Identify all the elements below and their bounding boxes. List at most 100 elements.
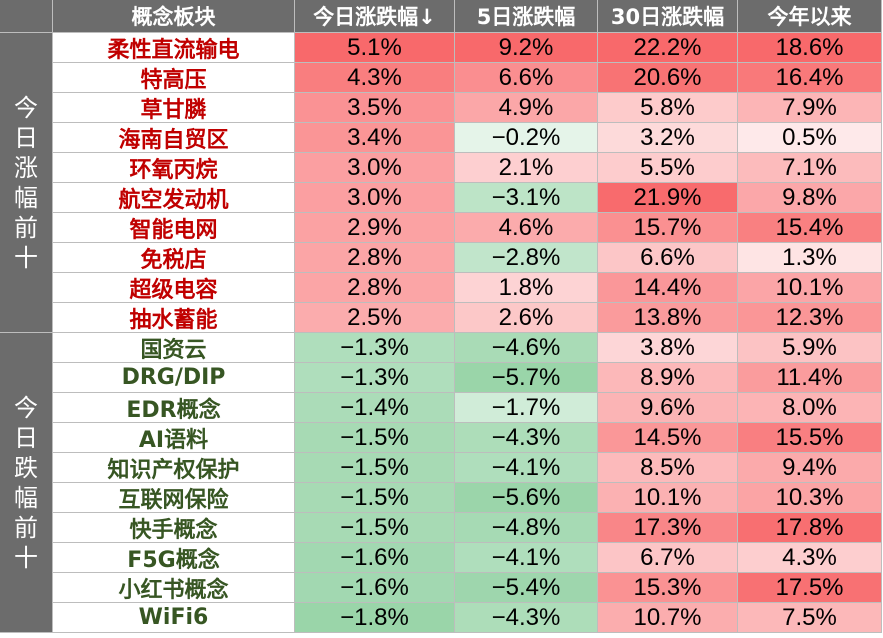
sector-name: 国资云 (53, 333, 295, 363)
value-cell: 3.0% (295, 183, 455, 213)
sector-name: 互联网保险 (53, 483, 295, 513)
value-cell: 10.7% (598, 603, 738, 633)
sector-name: DRG/DIP (53, 363, 295, 393)
value-cell: 7.1% (738, 153, 882, 183)
value-cell: 22.2% (598, 33, 738, 63)
value-cell: 4.3% (738, 543, 882, 573)
value-cell: 13.8% (598, 303, 738, 333)
value-cell: −3.1% (455, 183, 598, 213)
value-cell: −2.8% (455, 243, 598, 273)
value-cell: −1.8% (295, 603, 455, 633)
value-cell: 3.8% (598, 333, 738, 363)
value-cell: 14.4% (598, 273, 738, 303)
value-cell: 3.0% (295, 153, 455, 183)
sector-name: 草甘膦 (53, 93, 295, 123)
group-label: 今日涨幅前十 (0, 33, 53, 333)
value-cell: −4.6% (455, 333, 598, 363)
value-cell: −4.3% (455, 423, 598, 453)
value-cell: 9.2% (455, 33, 598, 63)
sector-name: WiFi6 (53, 603, 295, 633)
value-cell: 0.5% (738, 123, 882, 153)
column-header: 概念板块 (53, 0, 295, 33)
value-cell: −4.1% (455, 453, 598, 483)
sector-name: AI语料 (53, 423, 295, 453)
sector-name: 海南自贸区 (53, 123, 295, 153)
value-cell: 20.6% (598, 63, 738, 93)
value-cell: 3.2% (598, 123, 738, 153)
value-cell: 6.6% (598, 243, 738, 273)
value-cell: 1.3% (738, 243, 882, 273)
column-header: 30日涨跌幅 (598, 0, 738, 33)
value-cell: 10.1% (738, 273, 882, 303)
sector-name: 柔性直流输电 (53, 33, 295, 63)
value-cell: 2.8% (295, 243, 455, 273)
value-cell: −1.3% (295, 333, 455, 363)
sector-name: 小红书概念 (53, 573, 295, 603)
value-cell: 11.4% (738, 363, 882, 393)
sector-name: 快手概念 (53, 513, 295, 543)
sector-name: 智能电网 (53, 213, 295, 243)
column-header: 5日涨跌幅 (455, 0, 598, 33)
sector-name: 抽水蓄能 (53, 303, 295, 333)
value-cell: −4.8% (455, 513, 598, 543)
value-cell: −5.7% (455, 363, 598, 393)
value-cell: 9.4% (738, 453, 882, 483)
value-cell: 15.4% (738, 213, 882, 243)
column-header: 今日涨跌幅↓ (295, 0, 455, 33)
value-cell: −1.6% (295, 573, 455, 603)
sector-name: 免税店 (53, 243, 295, 273)
value-cell: 5.8% (598, 93, 738, 123)
value-cell: 15.3% (598, 573, 738, 603)
value-cell: 18.6% (738, 33, 882, 63)
value-cell: 8.5% (598, 453, 738, 483)
value-cell: 5.9% (738, 333, 882, 363)
value-cell: −1.7% (455, 393, 598, 423)
value-cell: 9.8% (738, 183, 882, 213)
value-cell: −1.5% (295, 513, 455, 543)
value-cell: −0.2% (455, 123, 598, 153)
value-cell: 14.5% (598, 423, 738, 453)
value-cell: 16.4% (738, 63, 882, 93)
value-cell: 4.9% (455, 93, 598, 123)
value-cell: −1.6% (295, 543, 455, 573)
value-cell: 2.5% (295, 303, 455, 333)
value-cell: 17.3% (598, 513, 738, 543)
value-cell: 15.7% (598, 213, 738, 243)
value-cell: 12.3% (738, 303, 882, 333)
value-cell: 10.1% (598, 483, 738, 513)
value-cell: 4.6% (455, 213, 598, 243)
value-cell: 8.0% (738, 393, 882, 423)
value-cell: 7.5% (738, 603, 882, 633)
value-cell: −1.5% (295, 423, 455, 453)
sector-name: F5G概念 (53, 543, 295, 573)
value-cell: −4.1% (455, 543, 598, 573)
column-header: 今年以来 (738, 0, 882, 33)
value-cell: 6.6% (455, 63, 598, 93)
value-cell: 8.9% (598, 363, 738, 393)
value-cell: 3.4% (295, 123, 455, 153)
value-cell: 9.6% (598, 393, 738, 423)
value-cell: 17.8% (738, 513, 882, 543)
value-cell: 5.1% (295, 33, 455, 63)
value-cell: 7.9% (738, 93, 882, 123)
value-cell: 17.5% (738, 573, 882, 603)
value-cell: 2.9% (295, 213, 455, 243)
value-cell: −4.3% (455, 603, 598, 633)
value-cell: 6.7% (598, 543, 738, 573)
value-cell: 3.5% (295, 93, 455, 123)
value-cell: −1.4% (295, 393, 455, 423)
value-cell: −5.6% (455, 483, 598, 513)
value-cell: −1.5% (295, 453, 455, 483)
value-cell: 4.3% (295, 63, 455, 93)
group-label: 今日跌幅前十 (0, 333, 53, 633)
value-cell: −1.3% (295, 363, 455, 393)
sector-name: EDR概念 (53, 393, 295, 423)
value-cell: 21.9% (598, 183, 738, 213)
value-cell: 2.8% (295, 273, 455, 303)
sector-name: 特高压 (53, 63, 295, 93)
value-cell: 1.8% (455, 273, 598, 303)
corner-cell (0, 0, 53, 33)
sector-name: 环氧丙烷 (53, 153, 295, 183)
value-cell: 2.6% (455, 303, 598, 333)
